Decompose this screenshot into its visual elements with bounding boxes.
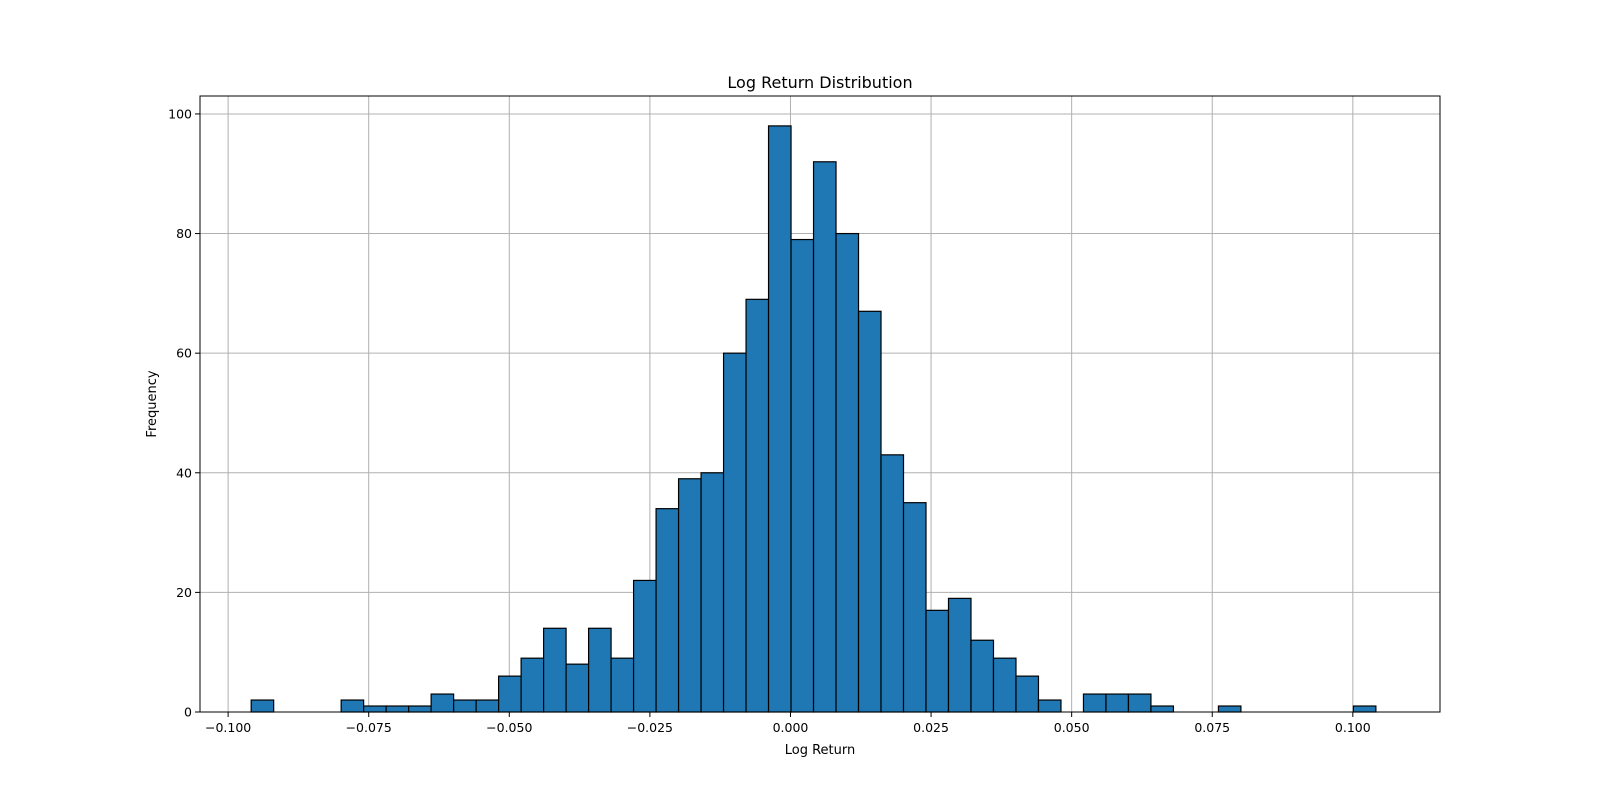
histogram-bar [790, 238, 815, 713]
histogram-bar [745, 298, 770, 713]
histogram-bar [520, 657, 545, 713]
histogram-bar [1127, 693, 1152, 713]
histogram-bar [857, 310, 882, 713]
histogram-bar [655, 508, 680, 713]
histogram-bar [902, 502, 927, 713]
histogram-bar [812, 161, 837, 713]
histogram-bar [970, 639, 995, 713]
histogram-bar [947, 597, 972, 713]
histogram-bar [1015, 675, 1040, 713]
x-tick-label: 0.050 [1054, 720, 1090, 735]
histogram-bar [1037, 699, 1062, 713]
histogram-bar [340, 699, 365, 713]
histogram-bar [677, 478, 702, 713]
y-tick-label: 60 [176, 346, 192, 361]
y-tick-label: 80 [176, 226, 192, 241]
x-tick-label: 0.075 [1194, 720, 1230, 735]
histogram-bar [1352, 705, 1377, 713]
histogram-bar [430, 693, 455, 713]
y-axis-label: Frequency [145, 370, 160, 437]
histogram-bar [925, 609, 950, 713]
chart-title: Log Return Distribution [727, 73, 912, 92]
histogram-bar [543, 627, 567, 713]
axis-ticks: −0.100 −0.075 −0.050 −0.025 0.000 0.025 0.050 0… [168, 106, 1371, 735]
histogram-bar [453, 699, 477, 713]
histogram-bar [498, 675, 522, 713]
histogram-bar [1082, 693, 1107, 713]
histogram-bar [880, 454, 905, 713]
histogram-bar [1105, 693, 1130, 713]
y-tick-label: 0 [184, 705, 192, 720]
plot-frame [199, 95, 1441, 713]
x-tick-label: −0.100 [205, 720, 251, 735]
y-tick-label: 100 [168, 106, 192, 121]
histogram-bar [632, 579, 657, 713]
histogram-bar [475, 699, 500, 713]
histogram-bar [722, 352, 747, 713]
histogram-bar [1217, 705, 1242, 713]
y-tick-label: 20 [176, 585, 192, 600]
histogram-bar [992, 657, 1017, 713]
histogram-bar [363, 705, 387, 713]
histogram-bar [700, 472, 725, 713]
histogram-bar [408, 705, 432, 713]
histogram-bar [1150, 705, 1175, 713]
histogram-bar [565, 663, 590, 713]
histogram-bar [767, 125, 792, 713]
x-tick-label: 0.025 [913, 720, 949, 735]
histogram-bar [385, 705, 410, 713]
x-tick-label: 0.100 [1335, 720, 1371, 735]
histogram-bar [250, 699, 275, 713]
x-tick-label: −0.025 [627, 720, 673, 735]
x-axis-label: Log Return [785, 743, 856, 758]
histogram-bar [610, 657, 635, 713]
x-tick-label: −0.075 [346, 720, 392, 735]
histogram-bar [835, 232, 860, 713]
y-tick-label: 40 [176, 465, 192, 480]
histogram-bar [587, 627, 612, 713]
x-tick-label: 0.000 [773, 720, 809, 735]
x-tick-label: −0.050 [486, 720, 532, 735]
